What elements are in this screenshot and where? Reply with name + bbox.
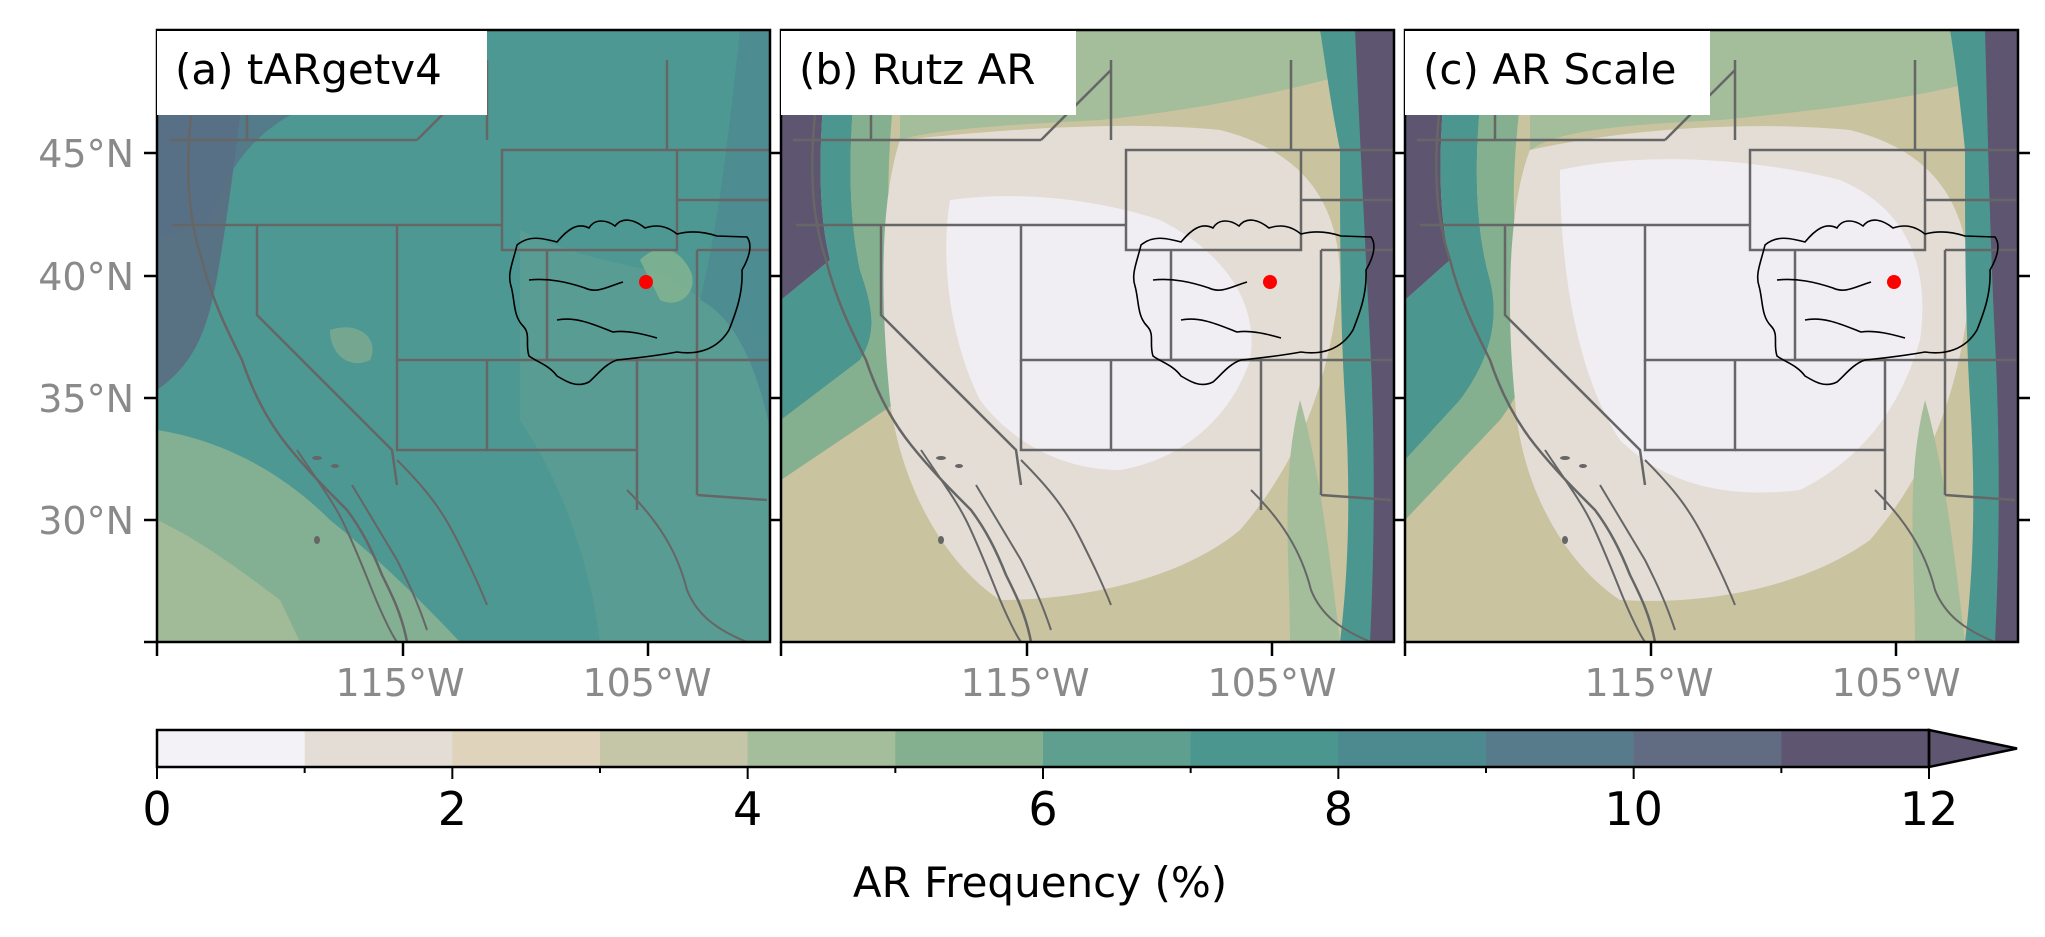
lat-tick-45: 45°N <box>38 132 134 176</box>
colorbar-bin <box>895 730 1044 767</box>
colorbar-extend-arrow <box>1927 728 2018 769</box>
colorbar-bin <box>452 730 601 767</box>
lon-tick-a-105: 105°W <box>582 661 711 705</box>
lon-tick-b-115: 115°W <box>960 661 1089 705</box>
colorbar-bin <box>1043 730 1192 767</box>
lat-tick-35: 35°N <box>38 377 134 421</box>
colorbar-tick-label: 10 <box>1604 782 1663 836</box>
panel-a: (a) tARgetv4 <box>155 28 772 644</box>
lat-tick-40: 40°N <box>38 255 134 299</box>
colorbar-tick-label: 8 <box>1324 782 1353 836</box>
colorbar-bin <box>600 730 749 767</box>
lon-tick-a-115: 115°W <box>335 661 464 705</box>
panel-c: (c) AR Scale <box>1403 28 2020 644</box>
panel-b-title: (b) Rutz AR <box>799 45 1035 94</box>
colorbar: 0 2 4 6 8 10 12 <box>142 728 2018 836</box>
colorbar-tick-label: 6 <box>1028 782 1057 836</box>
colorbar-bin <box>304 730 453 767</box>
colorbar-bin <box>1190 730 1339 767</box>
colorbar-bin <box>1781 730 1930 767</box>
colorbar-bin <box>1486 730 1635 767</box>
lat-tick-30: 30°N <box>38 499 134 543</box>
panel-a-title: (a) tARgetv4 <box>175 45 442 94</box>
colorbar-bin <box>1338 730 1487 767</box>
panel-b: (b) Rutz AR <box>779 28 1396 644</box>
panel-c-title: (c) AR Scale <box>1423 45 1676 94</box>
lon-tick-b-105: 105°W <box>1207 661 1336 705</box>
colorbar-tick-label: 12 <box>1900 782 1959 836</box>
colorbar-bin <box>1633 730 1782 767</box>
colorbar-bin <box>157 730 306 767</box>
colorbar-label: AR Frequency (%) <box>853 858 1227 907</box>
colorbar-bin <box>747 730 896 767</box>
lon-axis <box>155 642 1898 656</box>
lon-tick-c-105: 105°W <box>1831 661 1960 705</box>
lat-axis <box>144 151 2030 644</box>
colorbar-tick-label: 4 <box>733 782 762 836</box>
lon-tick-c-115: 115°W <box>1584 661 1713 705</box>
colorbar-tick-label: 2 <box>438 782 467 836</box>
colorbar-tick-label: 0 <box>142 782 171 836</box>
